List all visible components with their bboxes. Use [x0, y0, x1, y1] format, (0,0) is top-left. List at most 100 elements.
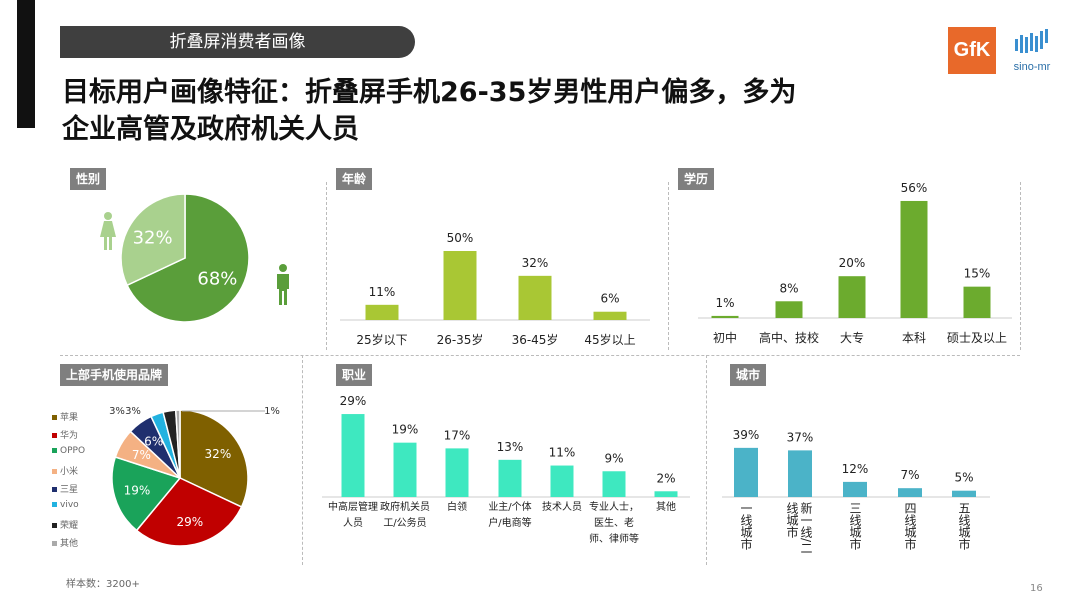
data-label: 17%: [444, 428, 471, 442]
bar-edu: [900, 200, 928, 318]
accent-bar: [17, 0, 35, 128]
male-person-icon: [277, 264, 289, 305]
legend-item: 荣耀: [52, 518, 78, 531]
divider: [326, 182, 327, 350]
pie-label: 29%: [176, 515, 203, 529]
section-banner: 折叠屏消费者画像: [60, 26, 415, 58]
brand-header: 上部手机使用品牌: [60, 364, 169, 386]
legend-item: 其他: [52, 536, 78, 549]
category-label: 25岁以下: [356, 332, 407, 347]
legend-item: 小米: [52, 464, 78, 477]
category-label: 技术人员: [542, 502, 582, 513]
data-label: 20%: [839, 256, 866, 270]
legend-swatch: [52, 541, 57, 546]
legend-label: vivo: [60, 500, 79, 510]
pie-label: 3%: [125, 406, 141, 417]
bar-edu: [711, 315, 739, 318]
data-label: 39%: [733, 428, 760, 442]
legend-item: 三星: [52, 482, 78, 495]
category-label: 36-45岁: [512, 332, 559, 347]
divider: [60, 355, 1020, 356]
legend-label: 小米: [60, 467, 79, 477]
pie-slice-brand: [135, 477, 243, 547]
data-label: 12%: [842, 462, 869, 476]
data-label: 37%: [787, 430, 814, 444]
legend-item: 华为: [52, 428, 78, 441]
data-label: 9%: [604, 451, 623, 465]
bar-edu: [775, 301, 803, 318]
category-label: 五线城市: [957, 502, 971, 550]
legend-label: 苹果: [60, 413, 79, 423]
education-header: 学历: [678, 168, 715, 190]
legend-swatch: [52, 523, 57, 528]
pie-label: 6%: [144, 435, 163, 449]
bar-age: [443, 251, 477, 320]
category-label: 专业人士，医生、老师、律师等: [589, 502, 639, 545]
data-label: 13%: [497, 440, 524, 454]
legend-label: 三星: [60, 485, 79, 495]
pie-slice-brand: [111, 456, 182, 532]
data-label: 1%: [715, 296, 734, 310]
bar-age: [365, 304, 399, 320]
sample-size: 样本数：3200+: [66, 579, 140, 590]
pie-slice-gender: [120, 193, 186, 287]
category-label: 三线城市: [848, 502, 862, 550]
data-label: 29%: [340, 394, 367, 408]
female-person-icon: [100, 212, 116, 250]
legend-label: 华为: [60, 431, 79, 441]
data-label: 50%: [447, 231, 474, 245]
data-label: 6%: [600, 292, 619, 306]
legend-swatch: [52, 433, 57, 438]
bar-edu: [838, 276, 866, 318]
category-label: 硕士及以上: [947, 331, 1007, 345]
bar-job: [654, 491, 678, 497]
occupation-header: 职业: [336, 364, 373, 386]
divider: [668, 182, 669, 350]
data-label: 2%: [656, 471, 675, 485]
age-header: 年龄: [336, 168, 373, 190]
data-label: 11%: [369, 285, 396, 299]
bar-city: [734, 447, 758, 497]
legend-item: 苹果: [52, 410, 78, 423]
china-map-icon: [1015, 29, 1048, 53]
category-label: 大专: [840, 330, 864, 345]
divider: [302, 355, 303, 565]
legend-label: 荣耀: [60, 521, 79, 531]
pie-slice-brand: [174, 409, 181, 479]
category-label: 政府机关员工/公务员: [380, 502, 430, 529]
bar-city: [788, 450, 812, 497]
legend-item: vivo: [52, 500, 79, 510]
category-label: 四线城市: [903, 502, 917, 550]
page-title-line-1: 目标用户画像特征：折叠屏手机26-35岁男性用户偏多，多为: [62, 77, 797, 108]
legend-item: OPPO: [52, 446, 85, 456]
bar-edu: [963, 286, 991, 318]
category-label: 高中、技校: [759, 330, 819, 345]
category-label: 业主/个体户/电商等: [488, 502, 532, 529]
pie-label: 32%: [205, 447, 232, 461]
bar-age: [518, 275, 552, 320]
bar-city: [843, 481, 867, 497]
data-label: 19%: [392, 423, 419, 437]
legend-swatch: [52, 448, 57, 453]
bar-city: [952, 490, 976, 497]
city-header: 城市: [730, 364, 767, 386]
pie-label: 32%: [133, 227, 173, 248]
bar-job: [498, 459, 522, 497]
legend-swatch: [52, 487, 57, 492]
category-label: 初中: [713, 330, 737, 345]
legend-label: 其他: [60, 539, 79, 549]
legend-swatch: [52, 502, 57, 507]
page-number: 16: [1030, 583, 1043, 594]
pie-label: 3%: [109, 406, 125, 417]
data-label: 8%: [779, 281, 798, 295]
data-label: 56%: [901, 181, 928, 195]
category-label: 其他: [656, 502, 676, 513]
category-label: 45岁以上: [584, 332, 635, 347]
category-label: 一线城市: [739, 502, 753, 550]
legend-swatch: [52, 469, 57, 474]
data-label: 15%: [964, 267, 991, 281]
bar-age: [593, 311, 627, 320]
pie-slice-gender: [126, 193, 250, 323]
